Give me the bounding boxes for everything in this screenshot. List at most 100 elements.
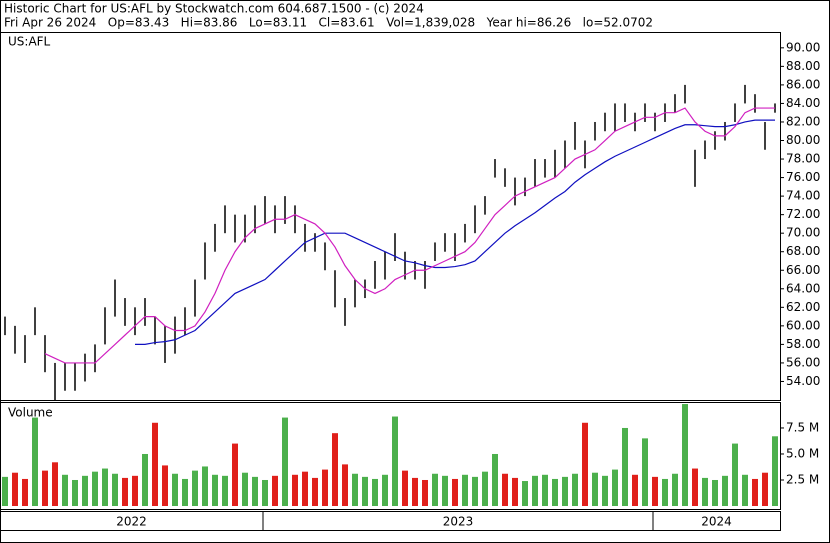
y-tick-label: 78.00 <box>786 152 820 166</box>
volume-bar <box>322 469 328 506</box>
y-tick-label: 74.00 <box>786 189 820 203</box>
volume-bar <box>492 453 498 506</box>
volume-bar <box>772 436 778 506</box>
y-tick-label: 82.00 <box>786 114 820 128</box>
volume-bar <box>662 478 668 506</box>
volume-bar <box>682 404 688 506</box>
volume-bar <box>452 478 458 506</box>
y-tick-label: 84.00 <box>786 96 820 110</box>
volume-bar <box>562 476 568 506</box>
volume-bar <box>552 478 558 506</box>
y-tick-label: 86.00 <box>786 77 820 91</box>
volume-bar <box>482 471 488 506</box>
volume-bar <box>512 477 518 506</box>
y-tick-label: 56.00 <box>786 355 820 369</box>
volume-tick-label: 5.0 M <box>786 446 819 460</box>
volume-bar <box>572 473 578 506</box>
date-panel <box>0 511 781 531</box>
volume-bar <box>602 475 608 506</box>
volume-bar <box>202 466 208 506</box>
price-panel <box>0 32 781 401</box>
volume-bar <box>702 477 708 506</box>
symbol-label: US:AFL <box>8 35 51 49</box>
volume-bar <box>622 427 628 506</box>
y-tick-label: 66.00 <box>786 263 820 277</box>
year-label: 2022 <box>116 515 147 529</box>
volume-bar <box>342 464 348 506</box>
volume-bar <box>762 472 768 506</box>
volume-bar <box>392 416 398 506</box>
volume-bar <box>462 474 468 506</box>
volume-bar <box>382 474 388 506</box>
volume-bar <box>532 475 538 506</box>
volume-bar <box>292 474 298 506</box>
volume-bar <box>112 473 118 506</box>
y-tick-label: 90.00 <box>786 40 820 54</box>
volume-bar <box>272 475 278 506</box>
volume-bar <box>732 443 738 506</box>
volume-bar <box>362 476 368 506</box>
volume-tick-label: 2.5 M <box>786 472 819 486</box>
volume-bar <box>132 475 138 506</box>
y-tick-label: 88.00 <box>786 59 820 73</box>
volume-bar <box>612 469 618 506</box>
volume-bar <box>722 475 728 506</box>
y-tick-label: 80.00 <box>786 133 820 147</box>
volume-bar <box>182 478 188 506</box>
volume-bar <box>242 472 248 506</box>
volume-bar <box>412 477 418 506</box>
volume-bar <box>692 468 698 506</box>
volume-bar <box>592 472 598 506</box>
volume-bar <box>212 474 218 506</box>
volume-bar <box>92 471 98 506</box>
y-tick-label: 64.00 <box>786 281 820 295</box>
moving-average <box>44 107 775 364</box>
volume-bar <box>632 474 638 506</box>
volume-bar <box>522 481 528 506</box>
volume-panel <box>0 402 781 510</box>
year-label: 2024 <box>701 515 732 529</box>
volume-bar <box>652 476 658 506</box>
year-label: 2023 <box>443 515 474 529</box>
header-line2: Fri Apr 26 2024 Op=83.43 Hi=83.86 Lo=83.… <box>4 16 653 30</box>
volume-bar <box>42 470 48 506</box>
volume-bar <box>152 422 158 506</box>
y-tick-label: 72.00 <box>786 207 820 221</box>
y-tick-label: 70.00 <box>786 226 820 240</box>
volume-bar <box>22 478 28 506</box>
volume-bar <box>122 477 128 506</box>
volume-bar <box>72 479 78 506</box>
volume-bar <box>642 438 648 506</box>
volume-bar <box>352 473 358 506</box>
volume-bar <box>372 478 378 506</box>
volume-bar <box>192 470 198 506</box>
volume-bar <box>162 465 168 506</box>
y-tick-label: 60.00 <box>786 318 820 332</box>
volume-bar <box>172 473 178 506</box>
volume-bar <box>32 417 38 506</box>
volume-bar <box>742 474 748 506</box>
y-tick-label: 68.00 <box>786 244 820 258</box>
volume-label: Volume <box>8 406 53 420</box>
volume-bar <box>332 433 338 506</box>
volume-bar <box>82 475 88 506</box>
volume-bar <box>402 470 408 506</box>
volume-bar <box>712 479 718 506</box>
volume-bar <box>102 468 108 506</box>
y-tick-label: 58.00 <box>786 337 820 351</box>
volume-bar <box>442 475 448 506</box>
y-tick-label: 76.00 <box>786 170 820 184</box>
volume-bar <box>472 476 478 506</box>
volume-bar <box>312 477 318 506</box>
volume-bar <box>302 471 308 506</box>
volume-bar <box>12 472 18 506</box>
volume-bar <box>262 479 268 506</box>
y-tick-label: 62.00 <box>786 300 820 314</box>
volume-bar <box>672 473 678 506</box>
volume-bar <box>2 476 8 506</box>
volume-bar <box>752 478 758 506</box>
volume-bar <box>252 476 258 506</box>
volume-tick-label: 7.5 M <box>786 420 819 434</box>
volume-bar <box>142 453 148 506</box>
